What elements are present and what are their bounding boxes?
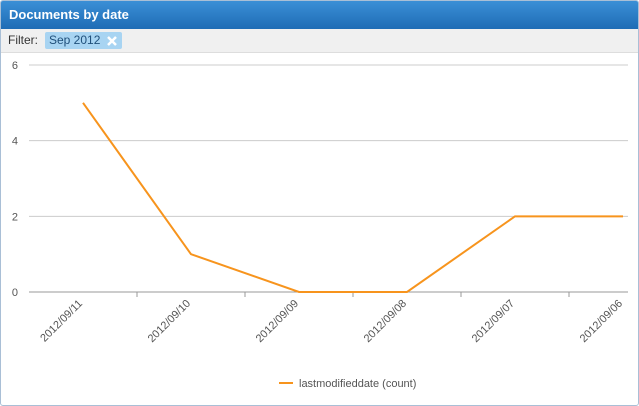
- filter-chip[interactable]: Sep 2012: [45, 32, 123, 49]
- data-line: [82, 102, 623, 293]
- x-tick-label: 2012/09/06: [578, 298, 625, 345]
- widget-title: Documents by date: [1, 1, 638, 29]
- filter-bar: Filter: Sep 2012: [1, 29, 638, 53]
- x-tick-label: 2012/09/07: [470, 298, 517, 345]
- filter-label: Filter:: [8, 33, 38, 47]
- x-tick-label: 2012/09/11: [38, 298, 85, 345]
- x-tick-label: 2012/09/08: [362, 298, 409, 345]
- x-tick-label: 2012/09/09: [254, 298, 301, 345]
- remove-filter-icon[interactable]: [107, 36, 118, 46]
- legend-label: lastmodifieddate (count): [299, 378, 416, 390]
- y-tick-label: 6: [12, 60, 18, 72]
- y-tick-label: 4: [12, 136, 18, 148]
- x-tick-label: 2012/09/10: [146, 298, 193, 345]
- y-tick-label: 0: [12, 287, 18, 299]
- y-tick-label: 2: [12, 211, 18, 223]
- filter-value: Sep 2012: [49, 33, 101, 47]
